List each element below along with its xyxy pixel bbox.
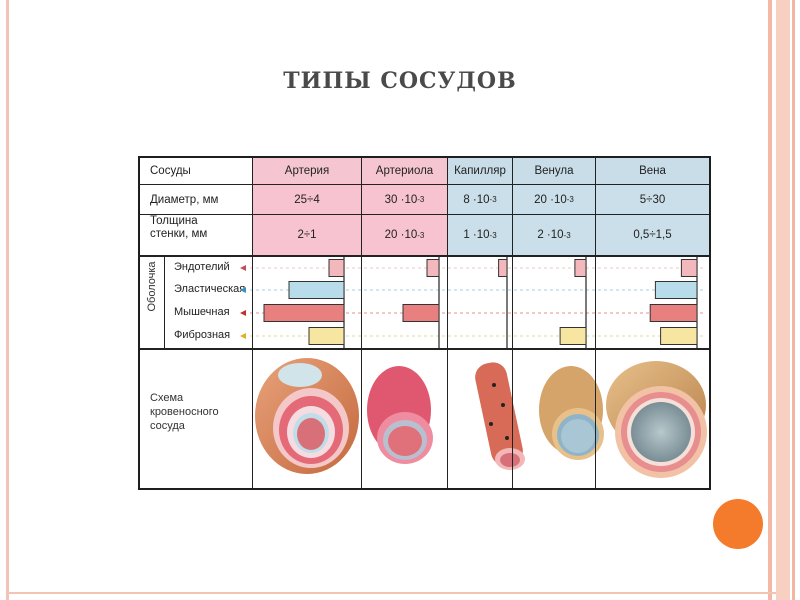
- artery-illustration: [255, 358, 359, 474]
- grid-hline-4: [140, 348, 709, 350]
- thickness-artery: 2÷1: [253, 215, 361, 255]
- layer-arrow-2: [240, 310, 246, 316]
- grid-vline-1: [252, 158, 253, 488]
- diameter-capillary: 8 ·10 -3: [448, 185, 512, 214]
- header-corner: Сосуды: [150, 165, 191, 177]
- layer-bar-col0-row2: [263, 304, 345, 322]
- scheme-label-line2: кровеносного: [150, 406, 219, 418]
- decorative-orange-circle: [713, 499, 763, 549]
- grid-vline-2: [361, 158, 362, 488]
- thickness-label: Толщина стенки, мм: [140, 215, 252, 255]
- vessel-types-table: Сосуды Артерия Артериола Капилляр Венула…: [138, 156, 711, 490]
- thickness-label-line1: Толщина: [150, 215, 198, 227]
- diameter-vein: 5÷30: [596, 185, 709, 214]
- slide-frame-bottom: [6, 592, 776, 594]
- layer-bar-col0-row1: [288, 281, 345, 299]
- thickness-venule: 2 ·10 -3: [513, 215, 595, 255]
- diameter-arteriole: 30 ·10 -3: [362, 185, 447, 214]
- layer-label-0: Эндотелий: [174, 261, 230, 273]
- thickness-label-line2: стенки, мм: [150, 228, 208, 240]
- diameter-venule: 20 ·10 -3: [513, 185, 595, 214]
- layer-arrow-3: [240, 333, 246, 339]
- thickness-arteriole: 20 ·10 -3: [362, 215, 447, 255]
- layer-label-1: Эластическая: [174, 283, 246, 295]
- venule-illustration: [539, 366, 604, 460]
- scheme-label-line1: Схема: [150, 392, 184, 404]
- layer-bar-col1-row2: [402, 304, 440, 322]
- slide-frame-right-edge: [792, 0, 795, 600]
- slide-title: ТИПЫ СОСУДОВ: [283, 68, 517, 94]
- layer-bar-col1-row0: [426, 259, 440, 277]
- layer-bar-col3-row0: [574, 259, 587, 277]
- layer-arrow-1: [240, 287, 246, 293]
- layer-arrow-0: [240, 265, 246, 271]
- layer-bar-col0-row3: [308, 327, 345, 345]
- header-artery: Артерия: [253, 158, 361, 184]
- grid-hline-2: [140, 214, 709, 215]
- grid-hline-1: [140, 184, 709, 185]
- header-capillary: Капилляр: [448, 158, 512, 184]
- diameter-artery: 25÷4: [253, 185, 361, 214]
- grid-hline-3: [140, 255, 709, 257]
- grid-vline-4: [512, 158, 513, 488]
- shell-layer-bars: [250, 256, 705, 348]
- thickness-vein: 0,5÷1,5: [596, 215, 709, 255]
- vein-illustration: [606, 361, 707, 478]
- shell-label-divider: [164, 257, 165, 348]
- header-arteriole: Артериола: [362, 158, 447, 184]
- layer-bar-col4-row3: [660, 327, 698, 345]
- slide-frame-right: [768, 0, 772, 600]
- vessel-illustrations: [255, 358, 707, 478]
- layer-label-2: Мышечная: [174, 306, 230, 318]
- capillary-illustration: [475, 362, 525, 470]
- grid-vline-3: [447, 158, 448, 488]
- layer-bar-col4-row0: [680, 259, 698, 277]
- layer-bar-col0-row0: [328, 259, 345, 277]
- grid-vline-5: [595, 158, 596, 488]
- header-venule: Венула: [513, 158, 595, 184]
- slide-frame-right-band: [776, 0, 790, 600]
- slide-frame-left: [6, 0, 9, 600]
- layer-bar-col4-row1: [654, 281, 698, 299]
- layer-label-3: Фиброзная: [174, 329, 231, 341]
- arteriole-illustration: [367, 366, 433, 464]
- layer-bar-col3-row3: [559, 327, 587, 345]
- diameter-label: Диаметр, мм: [150, 193, 219, 206]
- thickness-capillary: 1 ·10 -3: [448, 215, 512, 255]
- layer-bar-col2-row0: [498, 259, 508, 277]
- header-vein: Вена: [596, 158, 709, 184]
- scheme-label-line3: сосуда: [150, 420, 185, 432]
- layer-bar-col4-row2: [649, 304, 698, 322]
